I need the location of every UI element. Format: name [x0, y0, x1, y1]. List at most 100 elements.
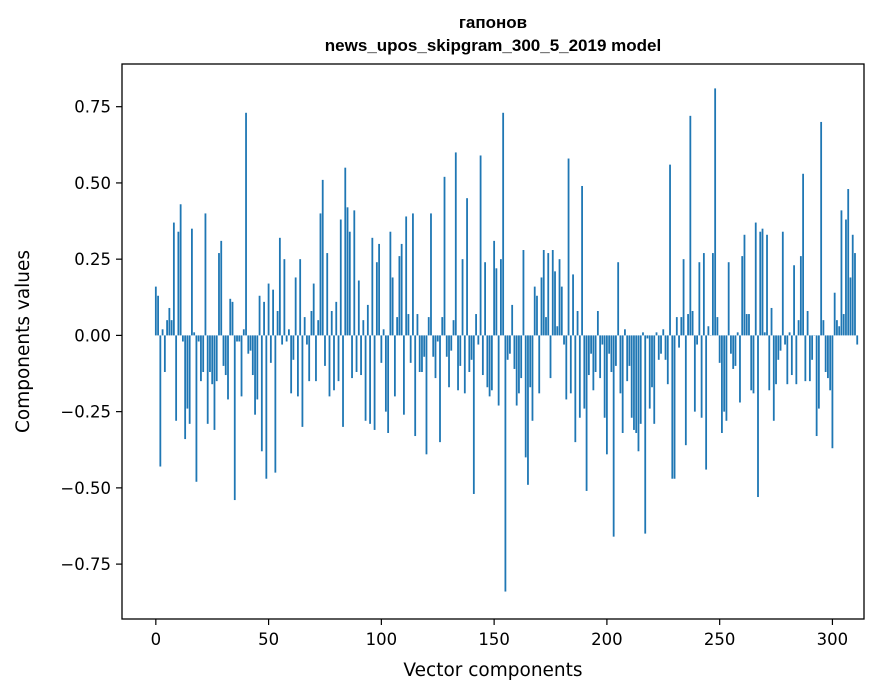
bar-87: [351, 335, 353, 379]
bar-39: [242, 329, 245, 336]
bar-283: [793, 265, 795, 336]
bar-183: [567, 158, 570, 336]
bar-157: [509, 335, 511, 354]
bar-95: [369, 335, 371, 424]
bar-201: [608, 335, 611, 354]
bar-264: [750, 335, 753, 391]
bar-236: [687, 314, 689, 336]
bar-150: [493, 240, 496, 336]
bar-142: [475, 314, 477, 336]
bar-238: [691, 311, 694, 336]
bar-233: [680, 317, 683, 336]
bar-258: [736, 332, 739, 336]
bar-307: [847, 189, 850, 336]
x-axis-label: Vector components: [403, 660, 582, 681]
bar-253: [725, 335, 728, 421]
bar-139: [468, 335, 471, 372]
bar-266: [754, 222, 757, 336]
y-tick-label: 0.25: [74, 250, 111, 269]
bar-11: [179, 204, 182, 336]
bar-33: [229, 298, 232, 336]
bar-197: [599, 335, 602, 379]
bar-59: [287, 329, 290, 336]
bar-305: [842, 314, 845, 336]
bar-260: [741, 256, 744, 336]
bar-280: [786, 335, 789, 385]
bar-297: [824, 335, 827, 372]
bar-252: [723, 335, 726, 412]
bar-296: [822, 320, 825, 336]
bar-161: [518, 335, 520, 394]
bar-167: [531, 335, 534, 421]
y-tick-label: −0.75: [60, 555, 111, 574]
bar-304: [840, 210, 843, 336]
bar-102: [384, 335, 387, 412]
bar-31: [224, 335, 227, 376]
bar-209: [626, 335, 629, 382]
bar-104: [389, 231, 392, 336]
bar-244: [705, 335, 708, 470]
bar-73: [319, 213, 322, 336]
bar-242: [700, 335, 703, 418]
bar-15: [188, 335, 191, 424]
bar-125: [436, 335, 439, 342]
bar-293: [815, 335, 818, 437]
bar-237: [689, 115, 692, 336]
bar-47: [260, 335, 263, 452]
bar-98: [375, 262, 378, 336]
bar-182: [565, 335, 568, 400]
bar-99: [378, 243, 380, 336]
bar-93: [364, 335, 367, 421]
bar-127: [441, 317, 444, 336]
bar-14: [186, 335, 189, 409]
bar-118: [421, 335, 423, 372]
bar-71: [315, 335, 317, 382]
bar-90: [357, 280, 360, 336]
bar-3: [161, 329, 164, 336]
chart-title: гапонов: [459, 13, 527, 32]
bar-254: [727, 262, 730, 336]
bar-171: [540, 277, 543, 336]
bar-105: [391, 277, 394, 336]
y-axis-label: Components values: [13, 250, 34, 433]
bar-1: [157, 295, 159, 336]
bar-154: [502, 112, 505, 336]
bar-44: [254, 335, 256, 415]
bar-179: [558, 259, 561, 336]
bar-277: [779, 335, 782, 351]
bar-138: [466, 198, 468, 336]
bar-299: [829, 335, 832, 391]
bar-20: [200, 335, 202, 382]
bar-276: [777, 335, 780, 360]
bar-136: [461, 259, 464, 336]
bar-165: [527, 335, 529, 485]
bar-51: [269, 335, 272, 363]
bar-239: [693, 335, 696, 412]
bar-285: [797, 320, 800, 336]
bar-41: [247, 335, 250, 354]
bar-34: [231, 301, 234, 336]
bar-175: [549, 335, 552, 379]
x-tick-label: 100: [366, 630, 398, 649]
bar-174: [547, 253, 550, 336]
bar-126: [439, 335, 441, 443]
bar-235: [684, 335, 687, 446]
bar-89: [355, 335, 358, 372]
bar-110: [403, 335, 405, 415]
bar-189: [581, 185, 583, 336]
bar-210: [628, 335, 631, 366]
bar-129: [445, 335, 448, 357]
bar-19: [197, 335, 200, 342]
bar-48: [263, 301, 265, 336]
bar-170: [538, 335, 541, 394]
bar-115: [414, 335, 417, 437]
bar-80: [335, 301, 338, 336]
bar-281: [788, 332, 791, 336]
bar-54: [276, 311, 279, 336]
bar-212: [633, 335, 635, 430]
bar-284: [795, 335, 798, 385]
bar-25: [211, 335, 214, 385]
bar-300: [831, 335, 834, 449]
x-tick-label: 250: [704, 630, 736, 649]
bar-274: [772, 335, 775, 421]
